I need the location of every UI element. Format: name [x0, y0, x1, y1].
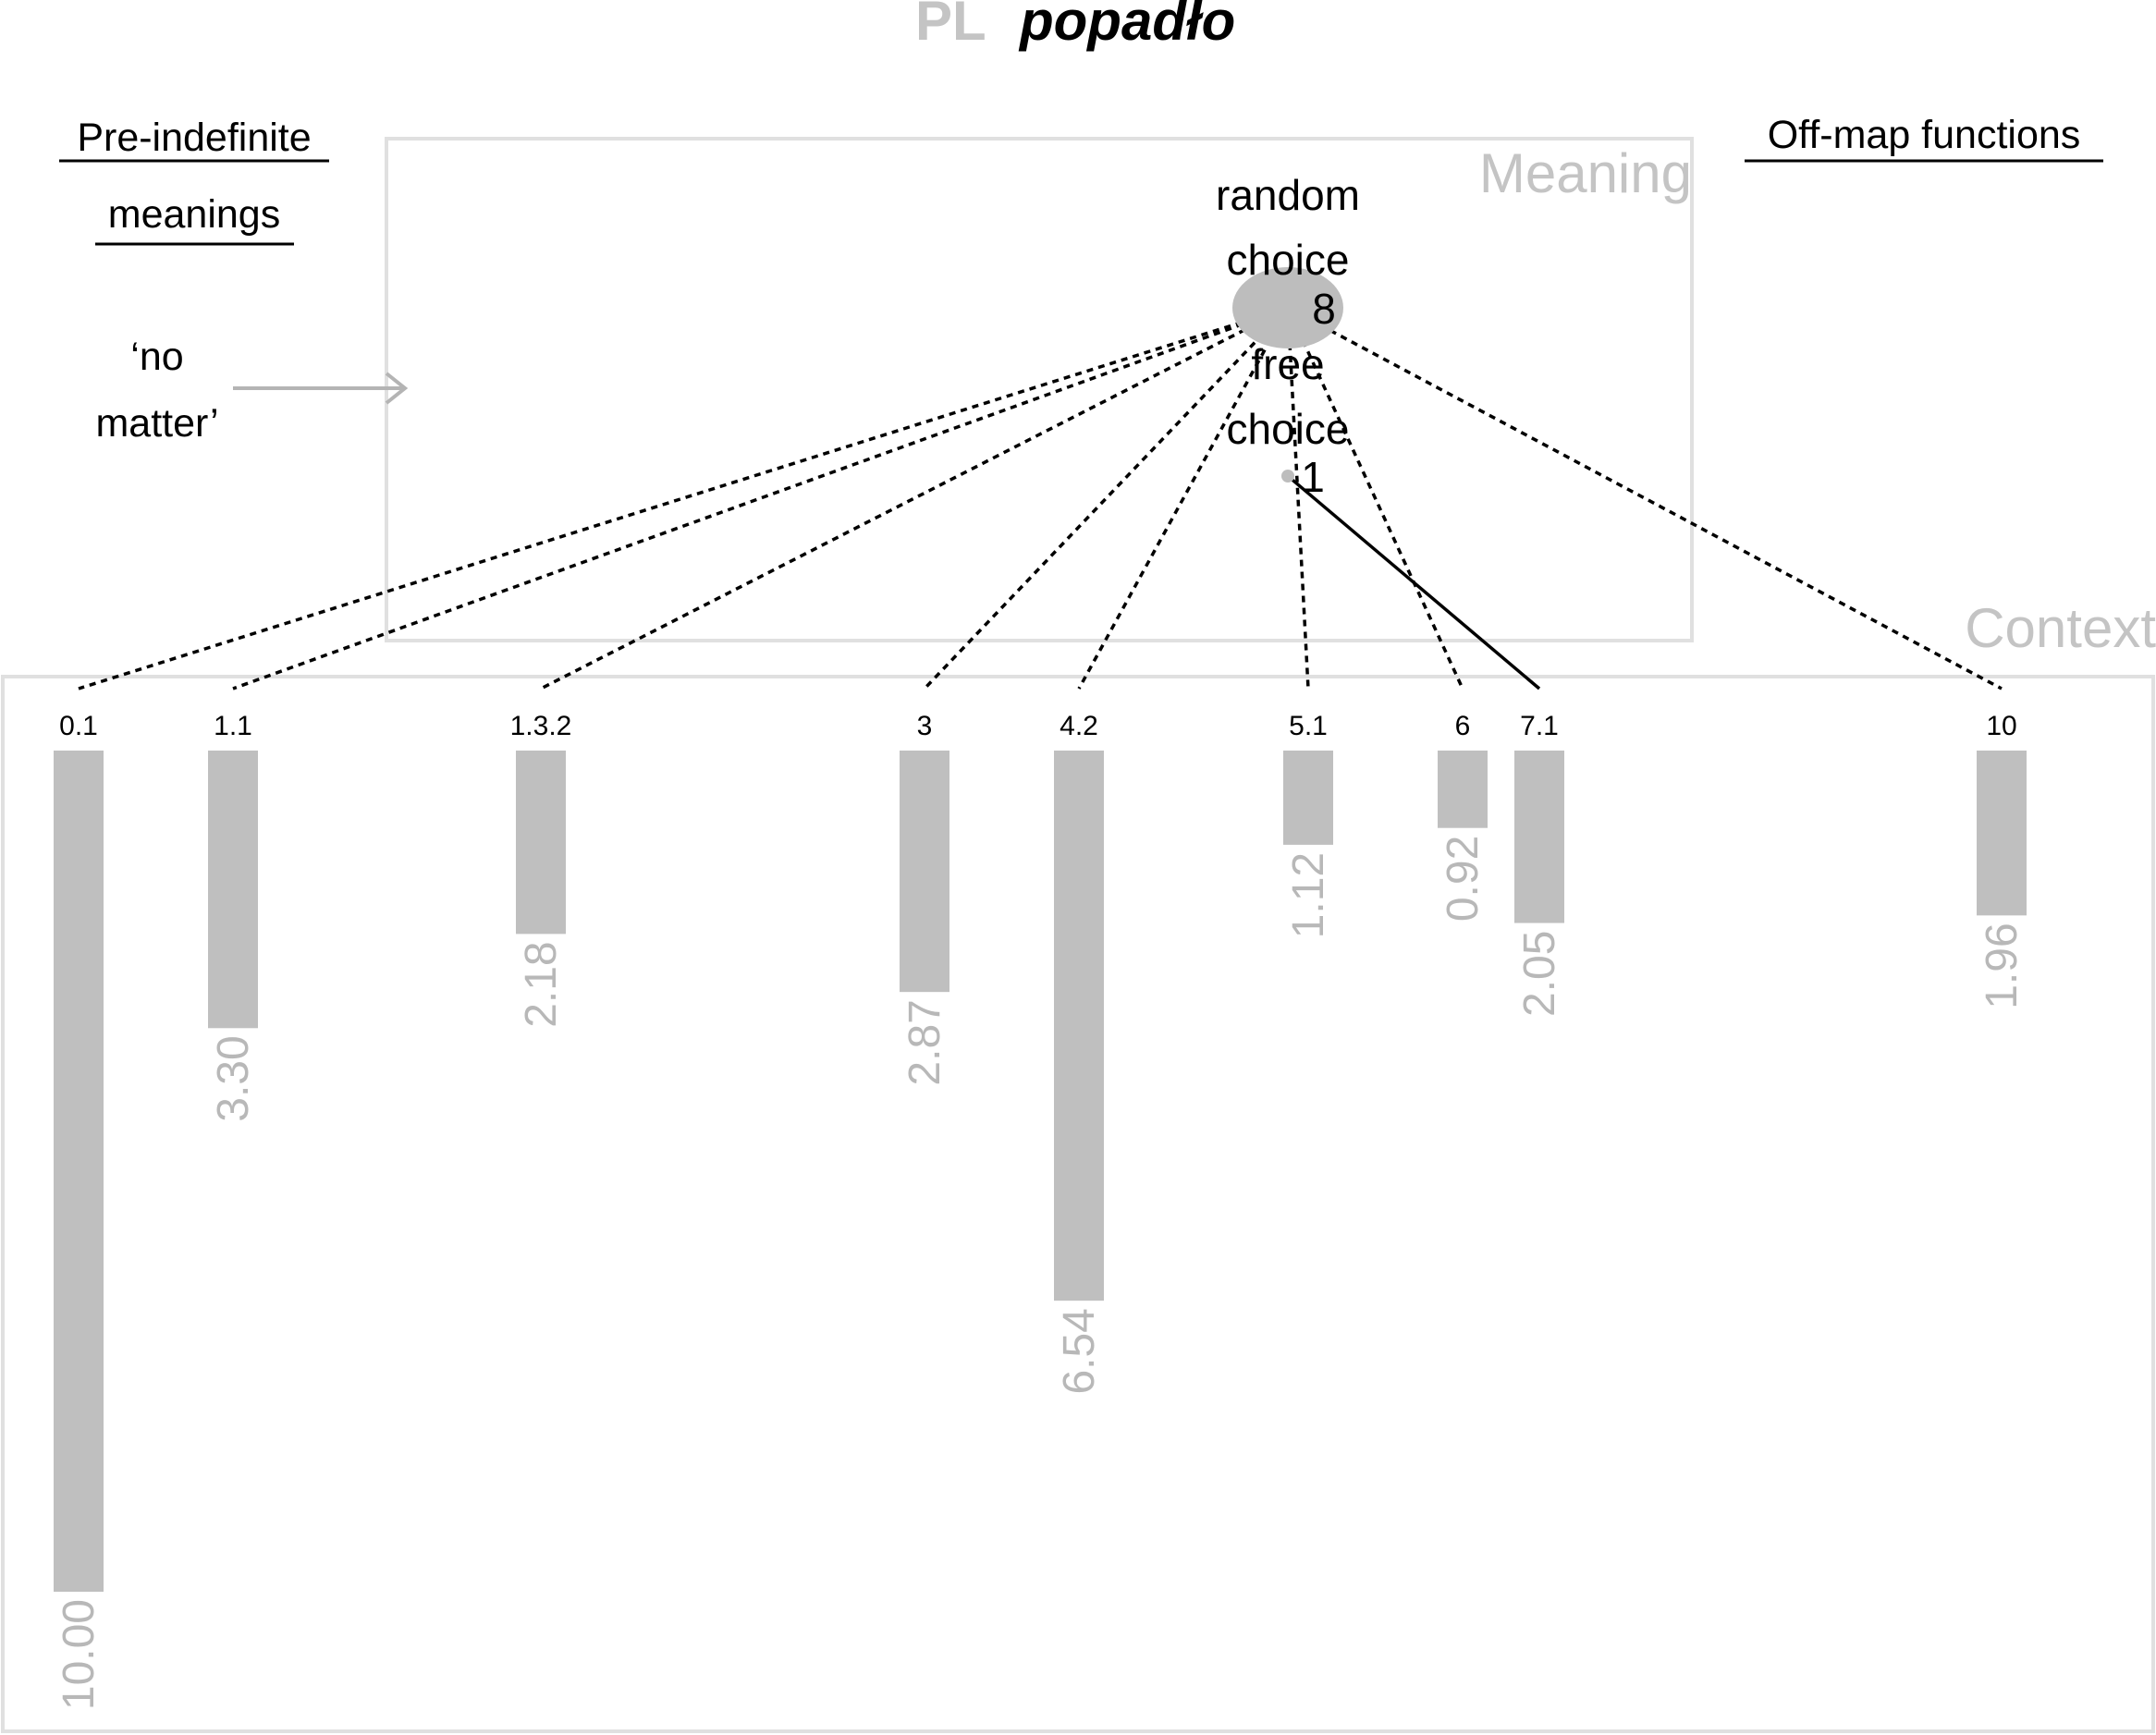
context-label-0-1: 0.1 [59, 711, 98, 741]
title-prefix: PL [915, 0, 986, 52]
link-free-to-7-1 [1286, 474, 1541, 690]
link-random-to-4-2 [1077, 307, 1290, 690]
meaning-node-random-label-line1: random [1216, 171, 1360, 219]
context-label-4-2: 4.2 [1060, 711, 1098, 741]
value-label-7-1: 2.05 [1515, 931, 1564, 1017]
meaning-node-random-marker [1232, 267, 1343, 348]
context-label-1-1: 1.1 [214, 711, 252, 741]
context-bars: 0.1 10.00 1.1 3.30 1.3.2 2.18 3 2.87 4.2 6.54 5.1 1… [54, 711, 2027, 1710]
context-panel-label: Context [1965, 597, 2156, 659]
value-label-10: 1.96 [1978, 922, 2027, 1008]
meaning-node-free-label-line1: free [1251, 340, 1324, 388]
value-label-3: 2.87 [900, 999, 949, 1085]
meaning-node-free-marker [1281, 470, 1294, 483]
context-bar-5-1 [1283, 751, 1333, 845]
context-label-7-1: 7.1 [1520, 711, 1559, 741]
value-label-4-2: 6.54 [1055, 1308, 1104, 1394]
context-label-1-3-2: 1.3.2 [510, 711, 572, 741]
link-random-to-10 [1287, 306, 2003, 690]
pre-indefinite-heading-line2: meanings [108, 192, 280, 237]
off-map-heading: Off-map functions [1768, 113, 2081, 157]
value-label-6: 0.92 [1439, 836, 1488, 922]
context-bar-1-1 [208, 751, 258, 1029]
meaning-node-free-label-line2: choice [1227, 405, 1350, 453]
title-word: popadło [1018, 0, 1235, 52]
value-label-1-1: 3.30 [209, 1035, 258, 1121]
context-bar-1-3-2 [516, 751, 566, 935]
value-label-1-3-2: 2.18 [517, 941, 566, 1027]
context-bar-3 [900, 751, 949, 993]
arrow-icon [233, 372, 409, 405]
link-random-to-6 [1286, 307, 1464, 690]
meaning-panel-label: Meaning [1479, 142, 1692, 204]
context-bar-7-1 [1514, 751, 1564, 923]
links-layer [78, 306, 2003, 690]
context-label-3: 3 [917, 711, 933, 741]
link-random-to-1-3-2 [540, 306, 1289, 690]
context-bar-10 [1977, 751, 2027, 916]
meaning-node-random-code: 8 [1312, 285, 1336, 333]
value-label-0-1: 10.00 [55, 1599, 104, 1710]
context-panel [1, 675, 2155, 1733]
context-bar-0-1 [54, 751, 104, 1592]
context-label-6: 6 [1455, 711, 1471, 741]
meaning-node-random-label-line2: choice [1227, 236, 1350, 284]
context-bar-6 [1438, 751, 1488, 828]
context-label-10: 10 [1986, 711, 2016, 741]
link-random-to-3 [923, 306, 1290, 690]
pre-indefinite-item-line1: ‘no [130, 335, 183, 379]
meaning-node-free-code: 1 [1301, 453, 1325, 501]
pre-indefinite-heading-line1: Pre-indefinite [77, 116, 311, 160]
value-label-5-1: 1.12 [1284, 852, 1333, 938]
link-random-to-1-1 [232, 306, 1289, 690]
context-label-5-1: 5.1 [1289, 711, 1328, 741]
link-random-to-5-1 [1286, 307, 1310, 690]
link-random-to-0-1 [78, 306, 1289, 690]
meaning-panel [385, 137, 1694, 642]
context-bar-4-2 [1054, 751, 1104, 1301]
pre-indefinite-item-line2: matter’ [95, 401, 218, 446]
